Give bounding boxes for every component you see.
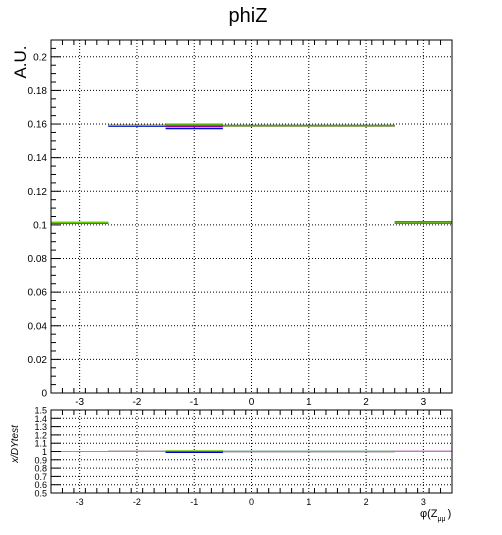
y-axis-label: A.U. xyxy=(11,45,30,78)
main-y-tick-label-0: 0 xyxy=(41,389,47,400)
ratio-plot-panel: x/DYtest -3 -2 -1 0 1 2 30.50.60.70.80.911.11.… xyxy=(10,406,453,523)
ratio-series-group xyxy=(51,450,452,454)
ratio-x-tick-label-6: 3 xyxy=(421,497,426,507)
ratio-y-tick-label-3: 0.8 xyxy=(34,464,47,474)
ratio-series-3 xyxy=(51,450,452,453)
ratio-y-axis-label: x/DYtest xyxy=(10,424,21,464)
ratio-x-tick-label-3: 0 xyxy=(249,497,254,507)
chart-title: phiZ xyxy=(229,5,268,27)
ratio-x-tick-label-1: -2 xyxy=(133,497,141,507)
ratio-y-tick-label-8: 1.3 xyxy=(34,422,47,432)
main-x-tick-label-1: -2 xyxy=(132,397,141,408)
main-x-tick-label-6: 3 xyxy=(421,397,427,408)
main-y-tick-label-9: 0.18 xyxy=(28,86,48,97)
main-x-tick-label-3: 0 xyxy=(249,397,255,408)
main-y-tick-label-8: 0.16 xyxy=(28,120,48,131)
main-x-tick-label-0: -3 xyxy=(75,397,84,408)
main-x-tick-label-5: 2 xyxy=(363,397,369,408)
main-axis-ticks: -3 -2 -1 0 1 2 3 0 0.02 0.04 0.06 0.08 0.1 0.12 0.14 0.… xyxy=(28,40,453,408)
main-series-group xyxy=(51,123,452,224)
ratio-y-tick-label-0: 0.5 xyxy=(34,489,47,499)
main-grid xyxy=(51,40,452,393)
main-y-tick-label-4: 0.08 xyxy=(28,254,48,265)
ratio-x-tick-label-2: -1 xyxy=(190,497,198,507)
ratio-plot-frame xyxy=(50,409,453,494)
ratio-y-tick-label-9: 1.4 xyxy=(34,414,47,424)
main-y-tick-label-2: 0.04 xyxy=(28,321,48,332)
main-series-4 xyxy=(51,123,452,224)
ratio-y-tick-label-10: 1.5 xyxy=(34,406,47,416)
main-plot-frame xyxy=(50,39,453,394)
ratio-x-tick-label-4: 1 xyxy=(306,497,311,507)
main-y-tick-label-7: 0.14 xyxy=(28,153,48,164)
main-y-tick-label-6: 0.12 xyxy=(28,187,48,198)
ratio-y-tick-label-6: 1.1 xyxy=(34,439,47,449)
x-axis-label-main: φ(Z xyxy=(420,508,438,520)
x-axis-label: φ(Zμμ) xyxy=(420,508,451,523)
main-x-tick-label-4: 1 xyxy=(306,397,312,408)
main-y-tick-label-10: 0.2 xyxy=(33,52,47,63)
main-y-tick-label-5: 0.1 xyxy=(33,220,47,231)
ratio-y-tick-label-7: 1.2 xyxy=(34,430,47,440)
ratio-y-tick-label-1: 0.6 xyxy=(34,480,47,490)
ratio-y-tick-label-4: 0.9 xyxy=(34,455,47,465)
ratio-x-tick-label-0: -3 xyxy=(76,497,84,507)
ratio-axis-ticks: -3 -2 -1 0 1 2 30.50.60.70.80.911.11.21.31.41.… xyxy=(34,406,453,507)
ratio-x-tick-label-5: 2 xyxy=(364,497,369,507)
ratio-y-tick-label-5: 1 xyxy=(42,447,47,457)
main-x-tick-label-2: -1 xyxy=(190,397,199,408)
x-axis-label-close: ) xyxy=(448,508,452,520)
main-y-tick-label-3: 0.06 xyxy=(28,288,48,299)
x-axis-label-subscript: μμ xyxy=(438,516,446,523)
main-y-tick-label-1: 0.02 xyxy=(28,355,48,366)
ratio-y-tick-label-2: 0.7 xyxy=(34,472,47,482)
main-plot-panel: phiZ A.U. -3 -2 -1 0 1 2 3 0 0.02 0.04 0.06 0.08 0.1… xyxy=(11,5,453,408)
